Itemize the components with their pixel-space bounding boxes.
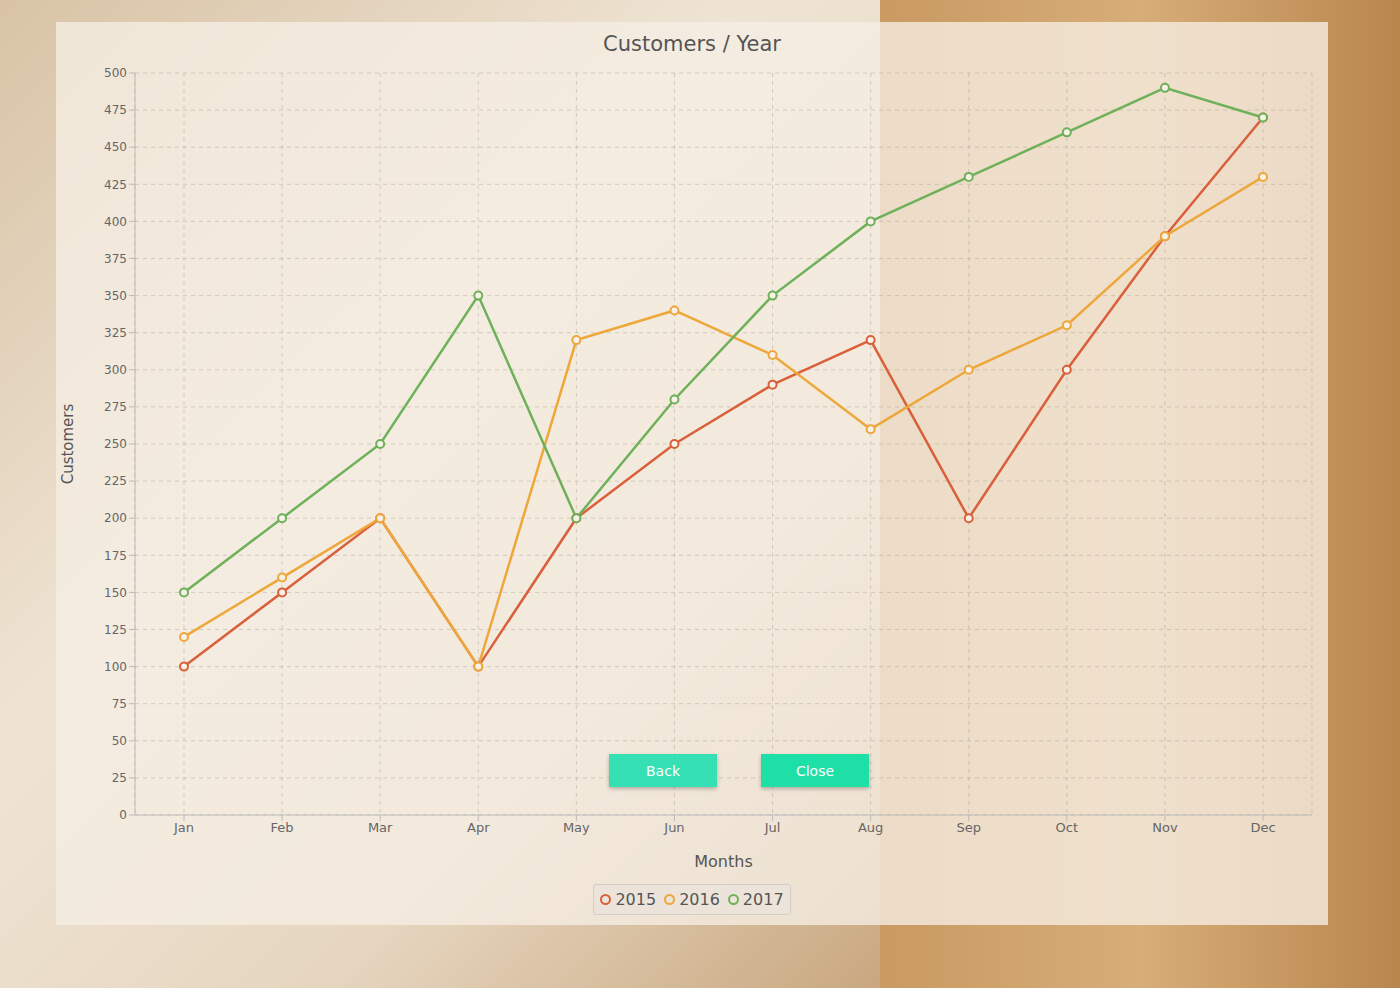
svg-text:Jan: Jan xyxy=(173,820,194,835)
svg-text:Aug: Aug xyxy=(858,820,883,835)
html-text:Customers / Year: Customers / Year xyxy=(603,32,781,56)
svg-text:Feb: Feb xyxy=(271,820,294,835)
html-text:Back: Back xyxy=(646,762,680,779)
svg-text:75: 75 xyxy=(112,697,127,711)
svg-text:May: May xyxy=(563,820,590,835)
svg-text:250: 250 xyxy=(104,437,127,451)
svg-text:100: 100 xyxy=(104,660,127,674)
html-text:2017: 2017 xyxy=(742,890,784,909)
svg-text:425: 425 xyxy=(104,178,127,192)
svg-text:Jul: Jul xyxy=(764,820,781,835)
svg-text:Jun: Jun xyxy=(663,820,684,835)
html-text:2016: 2016 xyxy=(679,890,720,909)
svg-text:150: 150 xyxy=(104,586,127,600)
svg-text:500: 500 xyxy=(104,66,127,80)
svg-text:475: 475 xyxy=(104,103,127,117)
svg-text:Oct: Oct xyxy=(1056,820,1078,835)
svg-text:0: 0 xyxy=(119,808,127,822)
svg-text:50: 50 xyxy=(112,734,127,748)
svg-text:25: 25 xyxy=(112,771,127,785)
svg-text:Mar: Mar xyxy=(368,820,393,835)
svg-text:450: 450 xyxy=(104,140,127,154)
svg-text:Apr: Apr xyxy=(467,820,490,835)
svg-text:Nov: Nov xyxy=(1152,820,1178,835)
svg-text:Sep: Sep xyxy=(956,820,981,835)
svg-text:Customers: Customers xyxy=(59,403,77,484)
svg-text:275: 275 xyxy=(104,400,127,414)
svg-text:200: 200 xyxy=(104,511,127,525)
svg-text:175: 175 xyxy=(104,549,127,563)
svg-text:225: 225 xyxy=(104,474,127,488)
svg-text:375: 375 xyxy=(104,252,127,266)
svg-text:350: 350 xyxy=(104,289,127,303)
svg-text:300: 300 xyxy=(104,363,127,377)
svg-text:400: 400 xyxy=(104,215,127,229)
svg-text:Months: Months xyxy=(694,852,752,871)
svg-text:325: 325 xyxy=(104,326,127,340)
svg-text:Dec: Dec xyxy=(1250,820,1275,835)
svg-text:125: 125 xyxy=(104,623,127,637)
html-text:2015: 2015 xyxy=(615,890,657,909)
html-text:Close: Close xyxy=(795,762,835,779)
